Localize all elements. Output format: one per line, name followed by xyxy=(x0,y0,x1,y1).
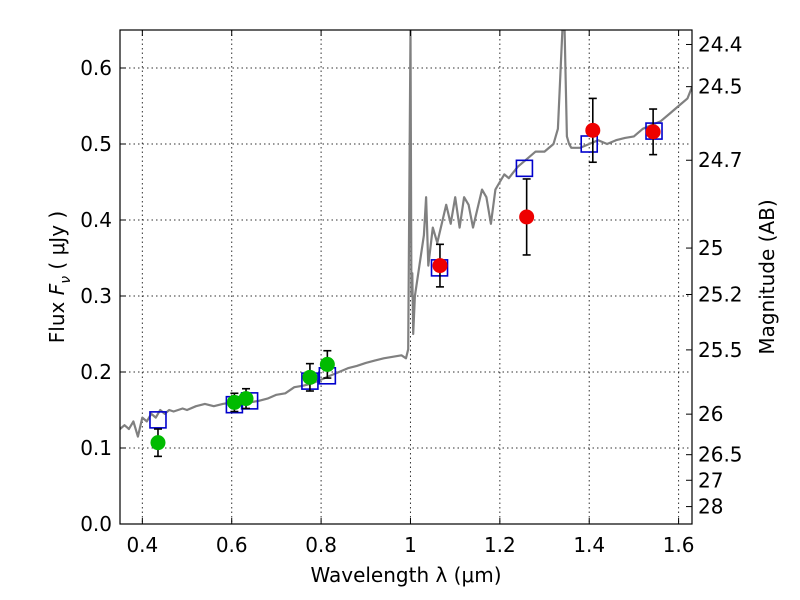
y-axis-label-subscript: ν xyxy=(58,276,74,284)
photometry-point xyxy=(432,258,448,274)
x-tick-label: 1 xyxy=(404,533,417,557)
y2-tick-label: 25.2 xyxy=(698,282,743,306)
x-tick-label: 0.4 xyxy=(126,533,158,557)
x-tick-label: 1.6 xyxy=(663,533,695,557)
y-tick-label: 0.2 xyxy=(80,360,112,384)
y2-tick-label: 24.4 xyxy=(698,32,743,56)
y2-tick-label: 26 xyxy=(698,402,723,426)
y2-axis-label: Magnitude (AB) xyxy=(755,199,779,354)
photometry-point xyxy=(585,122,601,138)
y2-tick-label: 25.5 xyxy=(698,338,743,362)
x-tick-label: 1.4 xyxy=(573,533,605,557)
x-axis-label: Wavelength λ (μm) xyxy=(310,563,501,587)
axis-ticks xyxy=(120,30,692,525)
y-axis-label-symbol: F xyxy=(45,283,69,295)
x-tick-label: 0.6 xyxy=(216,533,248,557)
y-tick-label: 0.6 xyxy=(80,56,112,80)
photometry-point xyxy=(519,209,535,225)
photometry-point xyxy=(302,369,318,385)
x-tick-label: 1.2 xyxy=(484,533,516,557)
y2-tick-label: 28 xyxy=(698,495,723,519)
y-axis-label-text: Flux xyxy=(45,295,69,343)
y-tick-label: 0.1 xyxy=(80,436,112,460)
y2-tick-label: 24.7 xyxy=(698,148,743,172)
y-tick-label: 0.5 xyxy=(80,132,112,156)
y2-tick-label: 24.5 xyxy=(698,75,743,99)
y2-tick-label: 27 xyxy=(698,468,723,492)
y2-tick-label: 25 xyxy=(698,236,723,260)
model-square-marker xyxy=(149,411,167,429)
y2-tick-label: 26.5 xyxy=(698,443,743,467)
y-tick-label: 0.0 xyxy=(80,512,112,536)
y-axis-label: Flux Fν ( μJy ) xyxy=(45,211,74,343)
photometry-point xyxy=(150,435,166,451)
y-tick-label: 0.4 xyxy=(80,208,112,232)
x-tick-label: 0.8 xyxy=(305,533,337,557)
y-axis-label-unit: ( μJy ) xyxy=(45,211,69,276)
photometry-point xyxy=(645,124,661,140)
spectrum-line xyxy=(120,30,692,438)
photometry-point xyxy=(319,356,335,372)
photometry-point xyxy=(226,394,242,410)
model-square-marker xyxy=(515,159,534,178)
photometry-point xyxy=(238,391,254,407)
plot-area xyxy=(120,30,692,458)
y-tick-label: 0.3 xyxy=(80,284,112,308)
plot-frame xyxy=(119,29,693,525)
